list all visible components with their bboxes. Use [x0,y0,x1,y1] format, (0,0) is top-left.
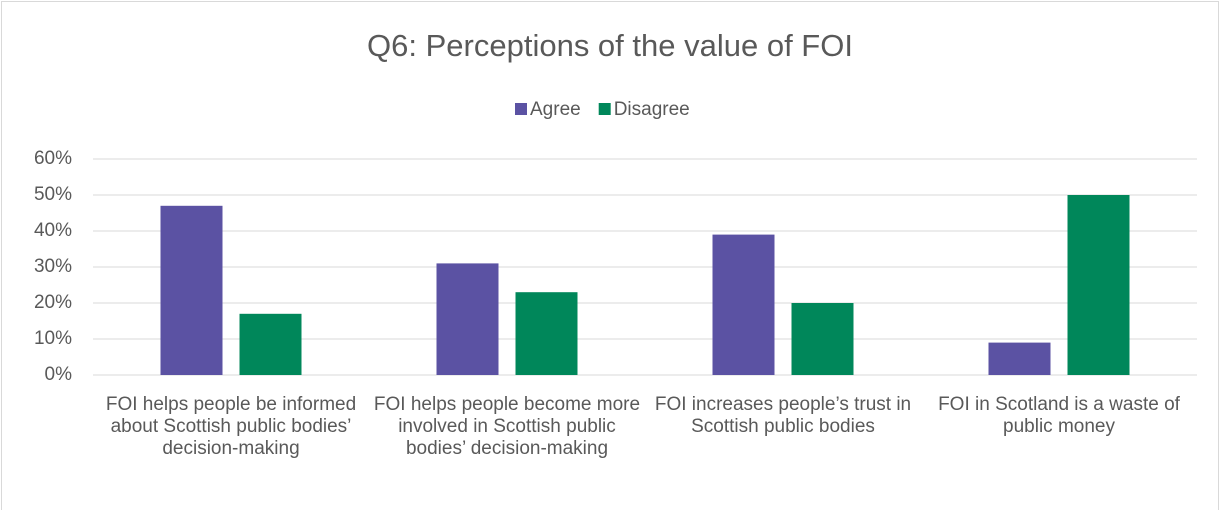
y-tick-label: 40% [34,220,72,241]
y-tick-label: 30% [34,256,72,277]
bar [515,292,578,375]
x-tick-label: FOI helps people be informed about Scott… [105,394,357,459]
x-tick-label: FOI in Scotland is a waste of public mon… [938,394,1180,437]
y-tick-label: 60% [34,148,72,169]
bar [791,303,854,375]
legend-swatch [515,103,527,115]
x-tick-label: FOI increases people’s trust in Scottish… [654,394,912,437]
y-tick-label: 20% [34,292,72,313]
legend-swatch [598,103,611,115]
bar [988,342,1051,375]
bar [1067,195,1130,375]
bar [436,263,499,375]
legend-label: Agree [530,99,581,120]
legend-label: Disagree [614,99,690,120]
y-tick-label: 50% [34,184,72,205]
chart-title: Q6: Perceptions of the value of FOI [367,28,853,63]
bar [712,234,775,375]
y-tick-label: 10% [34,328,72,349]
bar [160,205,223,375]
y-tick-label: 0% [45,364,73,385]
x-tick-label: FOI helps people become more involved in… [373,394,641,459]
bar [239,313,302,375]
